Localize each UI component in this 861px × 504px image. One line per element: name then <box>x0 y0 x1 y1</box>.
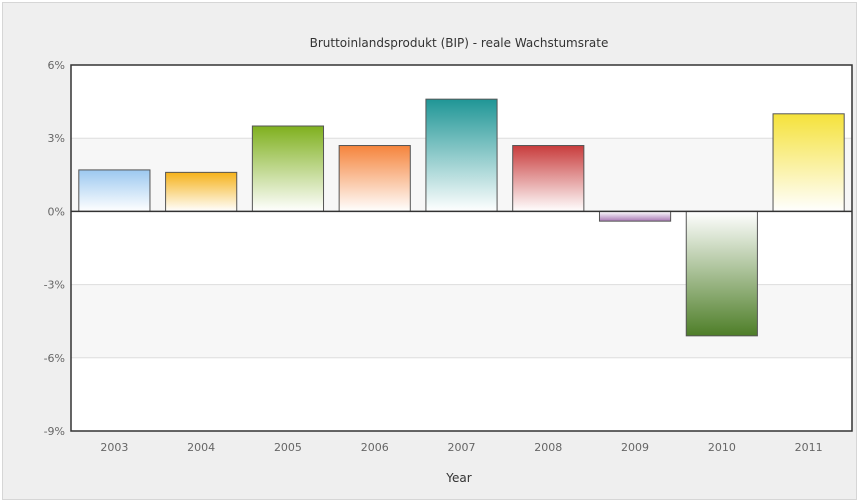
x-tick-label: 2011 <box>795 441 823 454</box>
y-tick-label: -9% <box>44 425 65 438</box>
x-axis-title: Year <box>445 471 471 485</box>
x-tick-label: 2003 <box>100 441 128 454</box>
y-tick-label: 6% <box>48 59 65 72</box>
bar-2004 <box>165 171 238 212</box>
bar-2010 <box>685 210 758 337</box>
bar-chart: Bruttoinlandsprodukt (BIP) - reale Wachs… <box>44 36 853 485</box>
plot-border <box>70 64 853 432</box>
x-tick-label: 2006 <box>361 441 389 454</box>
x-tick-label: 2004 <box>187 441 215 454</box>
bar-2003 <box>78 169 151 212</box>
y-tick-label: -3% <box>44 279 65 292</box>
bar-2011 <box>772 113 845 212</box>
chart-title: Bruttoinlandsprodukt (BIP) - reale Wachs… <box>310 36 609 50</box>
bar-2007 <box>425 98 498 212</box>
bar-2005 <box>251 125 325 212</box>
y-tick-label: 0% <box>48 205 65 218</box>
bar-2006 <box>338 145 411 212</box>
x-tick-label: 2009 <box>621 441 649 454</box>
bar-2009 <box>598 210 672 222</box>
bar-2008 <box>512 145 585 212</box>
x-tick-label: 2005 <box>274 441 302 454</box>
x-tick-label: 2008 <box>534 441 562 454</box>
x-tick-label: 2010 <box>708 441 736 454</box>
y-tick-label: 3% <box>48 132 65 145</box>
y-tick-label: -6% <box>44 352 65 365</box>
x-tick-label: 2007 <box>448 441 476 454</box>
